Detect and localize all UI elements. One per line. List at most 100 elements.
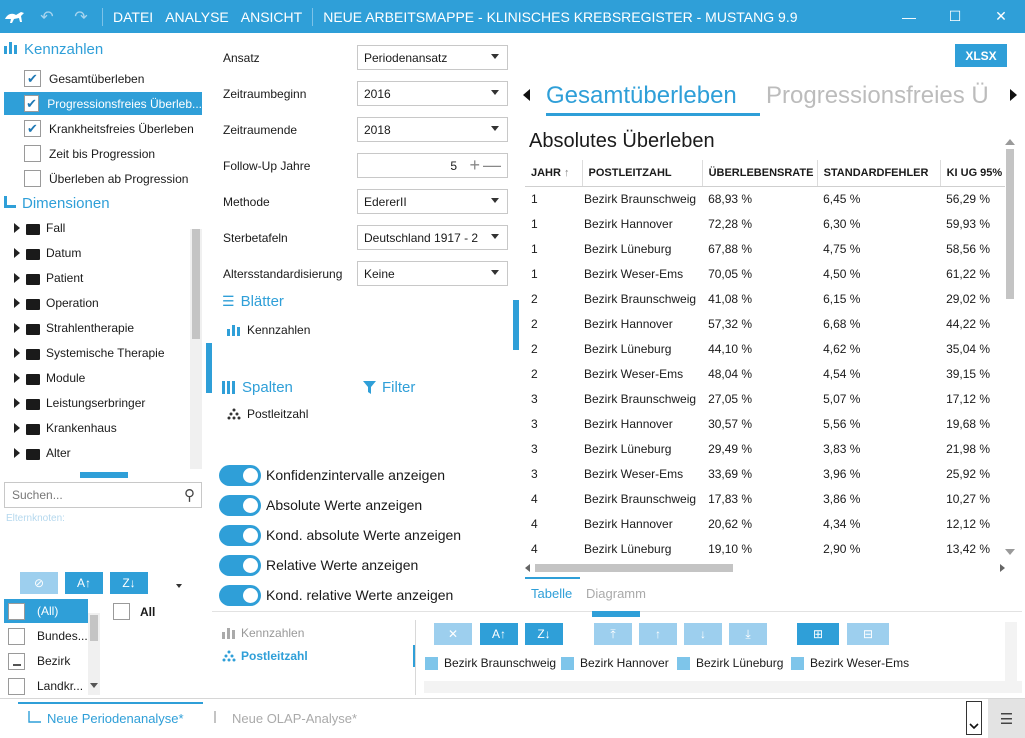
table-row[interactable]: 3 Bezirk Hannover 30,57 % 5,56 % 19,68 % xyxy=(525,411,1005,436)
dropdown-arrow-icon[interactable] xyxy=(491,54,499,59)
table-hscrollbar[interactable] xyxy=(525,563,1005,573)
tab-scroll-left-icon[interactable] xyxy=(523,89,530,101)
expand-arrow-icon[interactable] xyxy=(14,248,20,258)
table-row[interactable]: 3 Bezirk Weser-Ems 33,69 % 3,96 % 25,92 % xyxy=(525,461,1005,486)
all-checkbox[interactable] xyxy=(113,603,130,620)
bottom-vscrollbar[interactable] xyxy=(1005,622,1017,692)
move-top-button[interactable]: ⤒ xyxy=(594,623,632,645)
dimension-item[interactable]: Strahlentherapie xyxy=(14,319,134,337)
table-row[interactable]: 2 Bezirk Lüneburg 44,10 % 4,62 % 35,04 % xyxy=(525,336,1005,361)
filter-value-item[interactable]: (All) xyxy=(4,599,88,623)
setting-select[interactable]: Keine xyxy=(357,261,508,286)
dimensionen-scrollbar[interactable] xyxy=(190,229,202,469)
footer-tab-olap[interactable]: Neue OLAP-Analyse* xyxy=(214,711,357,726)
menu-datei[interactable]: DATEI xyxy=(113,8,154,25)
kennzahl-checkbox[interactable]: ✔ xyxy=(24,70,41,87)
kennzahl-checkbox[interactable] xyxy=(24,145,41,162)
dimension-item[interactable]: Datum xyxy=(14,244,81,262)
blaetter-item[interactable]: Kennzahlen xyxy=(227,323,310,337)
table-row[interactable]: 3 Bezirk Lüneburg 29,49 % 3,83 % 21,98 % xyxy=(525,436,1005,461)
view-tab-diagramm[interactable]: Diagramm xyxy=(586,586,646,601)
table-row[interactable]: 1 Bezirk Lüneburg 67,88 % 4,75 % 58,56 % xyxy=(525,236,1005,261)
bottom-hscrollbar[interactable] xyxy=(424,681,1022,693)
table-row[interactable]: 2 Bezirk Braunschweig 41,08 % 6,15 % 29,02 % xyxy=(525,286,1005,311)
kennzahl-item[interactable]: Überleben ab Progression xyxy=(4,167,202,190)
close-icon[interactable]: ✕ xyxy=(995,8,1007,24)
dimension-item[interactable]: Systemische Therapie xyxy=(14,344,165,362)
chevron-down-icon[interactable] xyxy=(966,701,982,735)
dropdown-arrow-icon[interactable] xyxy=(491,270,499,275)
dropdown-arrow-icon[interactable] xyxy=(491,198,499,203)
setting-select[interactable]: Deutschland 1917 - 2 xyxy=(357,225,508,250)
table-vscrollbar[interactable] xyxy=(1005,139,1017,563)
search-icon[interactable]: ⚲ xyxy=(184,487,195,504)
menu-ansicht[interactable]: ANSICHT xyxy=(240,8,303,25)
view-tab-tabelle[interactable]: Tabelle xyxy=(531,586,573,601)
bottom-kennzahlen[interactable]: Kennzahlen xyxy=(222,626,304,640)
filter-clear-button[interactable]: ⊘ xyxy=(20,572,58,594)
filter-value-checkbox[interactable] xyxy=(8,677,25,695)
middle-collapse-handle[interactable] xyxy=(513,300,519,350)
move-bottom-button[interactable]: ⤓ xyxy=(729,623,767,645)
setting-select[interactable]: EdererII xyxy=(357,189,508,214)
expand-arrow-icon[interactable] xyxy=(14,223,20,233)
column-header[interactable]: JAHR ↑ xyxy=(525,160,583,187)
toggle-switch[interactable] xyxy=(219,465,261,486)
move-down-button[interactable]: ↓ xyxy=(684,623,722,645)
kennzahl-item[interactable]: ✔ Gesamtüberleben xyxy=(4,67,202,90)
column-header[interactable]: KI UG 95% xyxy=(940,160,1005,187)
splitter-handle[interactable] xyxy=(80,472,128,478)
legend-item[interactable]: Bezirk Weser-Ems xyxy=(791,656,909,670)
table-row[interactable]: 2 Bezirk Hannover 57,32 % 6,68 % 44,22 % xyxy=(525,311,1005,336)
expand-arrow-icon[interactable] xyxy=(14,348,20,358)
dropdown-arrow-icon[interactable] xyxy=(491,126,499,131)
filter-value-item[interactable]: Bezirk xyxy=(4,649,88,673)
tab-progressionsfreies[interactable]: Progressionsfreies Ü xyxy=(766,82,989,109)
table-row[interactable]: 4 Bezirk Lüneburg 19,10 % 2,90 % 13,42 % xyxy=(525,536,1005,561)
all-option[interactable]: All xyxy=(113,603,155,620)
filter-menu-icon[interactable] xyxy=(176,584,182,588)
table-row[interactable]: 1 Bezirk Hannover 72,28 % 6,30 % 59,93 % xyxy=(525,211,1005,236)
column-header[interactable]: STANDARDFEHLER xyxy=(817,160,941,187)
toggle-switch[interactable] xyxy=(219,555,261,576)
table-row[interactable]: 1 Bezirk Braunschweig 68,93 % 6,45 % 56,29 % xyxy=(525,186,1005,211)
bottom-splitter-handle[interactable] xyxy=(592,611,640,617)
expand-arrow-icon[interactable] xyxy=(14,373,20,383)
filter-value-checkbox[interactable] xyxy=(8,627,25,645)
toggle-switch[interactable] xyxy=(219,495,261,516)
dimension-item[interactable]: Alter xyxy=(14,444,71,462)
expand-button[interactable]: ⊞ xyxy=(797,623,839,645)
table-row[interactable]: 1 Bezirk Weser-Ems 70,05 % 4,50 % 61,22 % xyxy=(525,261,1005,286)
setting-select[interactable]: 2018 xyxy=(357,117,508,142)
list-view-icon[interactable]: ☰ xyxy=(988,699,1025,738)
kennzahl-checkbox[interactable]: ✔ xyxy=(24,95,40,112)
dimension-item[interactable]: Operation xyxy=(14,294,99,312)
expand-arrow-icon[interactable] xyxy=(14,398,20,408)
sort-asc-button[interactable]: A↑ xyxy=(65,572,103,594)
bottom-postleitzahl[interactable]: Postleitzahl xyxy=(222,649,308,663)
kennzahl-item[interactable]: ✔ Krankheitsfreies Überleben xyxy=(4,117,202,140)
delete-button[interactable]: ✕ xyxy=(434,623,472,645)
minus-icon[interactable]: — xyxy=(483,155,501,175)
setting-select[interactable]: 2016 xyxy=(357,81,508,106)
filter-value-item[interactable]: Landkr... xyxy=(4,674,88,698)
sort-arrow-icon[interactable]: ↑ xyxy=(564,166,570,179)
undo-icon[interactable]: ↶ xyxy=(40,8,54,26)
search-box[interactable]: Suchen... ⚲ xyxy=(4,482,202,508)
expand-arrow-icon[interactable] xyxy=(14,423,20,433)
dimension-item[interactable]: Krankenhaus xyxy=(14,419,117,437)
sort-desc-button[interactable]: Z↓ xyxy=(525,623,563,645)
legend-item[interactable]: Bezirk Lüneburg xyxy=(677,656,783,670)
column-header[interactable]: ÜBERLEBENSRATE xyxy=(702,160,818,187)
collapse-button[interactable]: ⊟ xyxy=(847,623,889,645)
legend-item[interactable]: Bezirk Hannover xyxy=(561,656,669,670)
expand-arrow-icon[interactable] xyxy=(14,323,20,333)
left-collapse-handle[interactable] xyxy=(206,343,212,393)
table-row[interactable]: 4 Bezirk Hannover 20,62 % 4,34 % 12,12 % xyxy=(525,511,1005,536)
filter-value-item[interactable]: Bundes... xyxy=(4,624,88,648)
toggle-switch[interactable] xyxy=(219,585,261,606)
plus-icon[interactable]: + xyxy=(469,155,480,175)
kennzahl-checkbox[interactable]: ✔ xyxy=(24,120,41,137)
move-up-button[interactable]: ↑ xyxy=(639,623,677,645)
dimension-item[interactable]: Patient xyxy=(14,269,83,287)
